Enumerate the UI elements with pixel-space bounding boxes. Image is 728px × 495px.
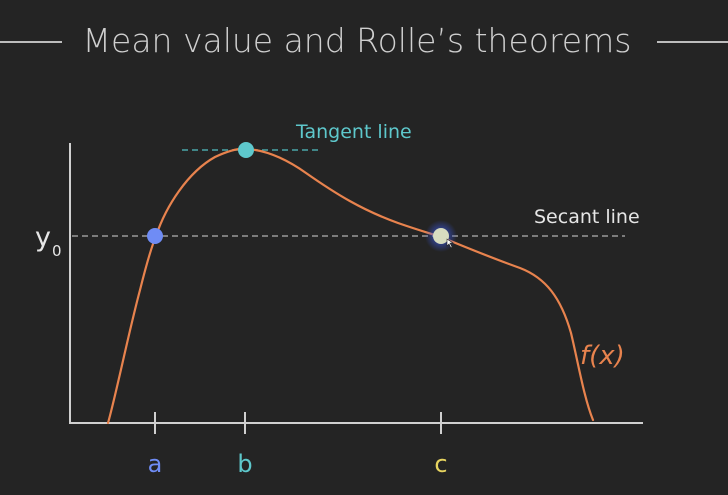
tangent-line-label: Tangent line <box>295 121 412 143</box>
diagram-title: Mean value and Rolle’s theorems <box>83 21 632 60</box>
tick-label-c: c <box>434 450 447 478</box>
point-c-marker <box>433 228 449 244</box>
y-axis-label: y <box>35 222 51 253</box>
cursor-arrow-icon <box>446 238 454 249</box>
y-axis-label-subscript: 0 <box>52 242 62 260</box>
tick-label-b: b <box>237 450 252 478</box>
point-b-marker <box>238 142 254 158</box>
secant-line-label: Secant line <box>534 206 640 228</box>
point-a-marker <box>147 228 163 244</box>
function-label: f(x) <box>580 341 625 371</box>
tick-label-a: a <box>148 450 163 478</box>
function-curve <box>106 147 595 425</box>
